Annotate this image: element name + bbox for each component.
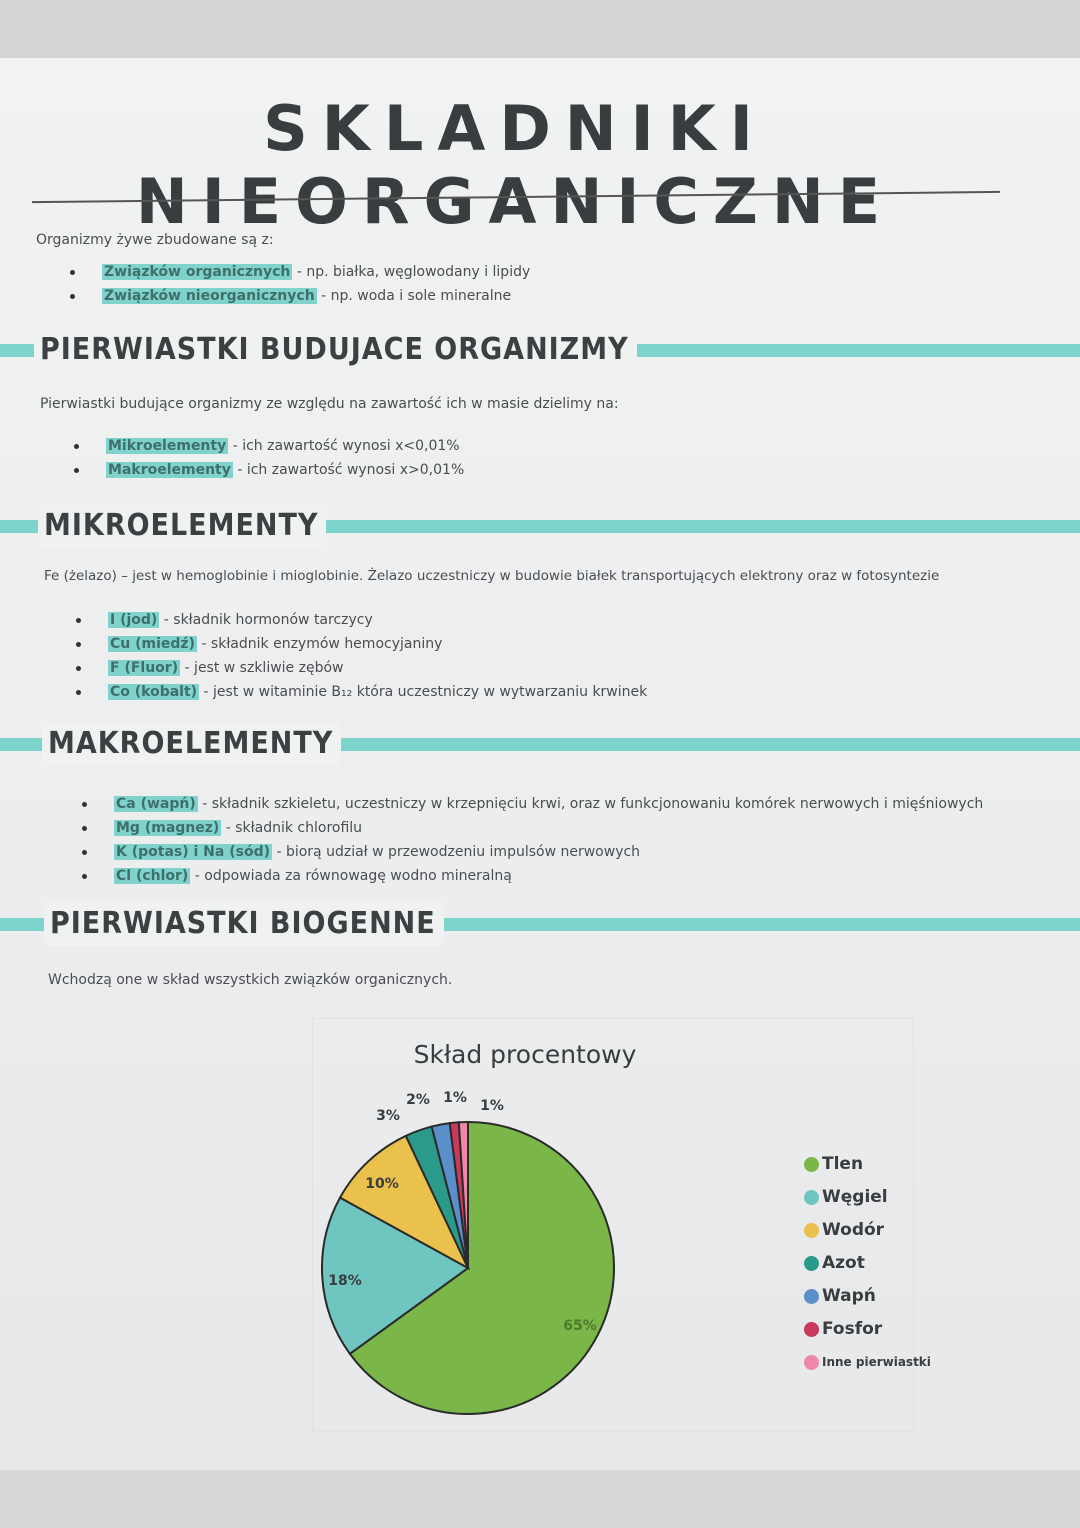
highlight-term: Cu (miedź) [108, 636, 197, 652]
page-shadow [0, 1470, 1080, 1528]
legend-item: Inne pierwiastki [804, 1346, 931, 1379]
highlight-term: Co (kobalt) [108, 684, 200, 700]
legend-item: Fosfor [804, 1313, 931, 1346]
legend-item: Tlen [804, 1148, 931, 1181]
mikro-text: Fe (żelazo) – jest w hemoglobinie i miog… [44, 568, 940, 584]
item-text: - składnik chlorofilu [225, 820, 363, 836]
highlight-term: F (Fluor) [108, 660, 181, 676]
chart-frame [312, 1018, 914, 1432]
legend-swatch [804, 1256, 819, 1271]
legend-swatch [804, 1190, 819, 1205]
section-heading: PIERWIASTKI BIOGENNE [44, 902, 444, 946]
item-text: - np. białka, węglowodany i lipidy [296, 264, 531, 280]
list-item: I (jod) - składnik hormonów tarczycy [76, 608, 647, 632]
item-text: - składnik hormonów tarczycy [163, 612, 373, 628]
list-item: Związków nieorganicznych - np. woda i so… [70, 284, 530, 308]
list-item: Związków organicznych - np. białka, węgl… [70, 260, 530, 284]
highlight-term: K (potas) i Na (sód) [114, 844, 272, 860]
legend-label: Wodór [822, 1220, 885, 1240]
item-text: - składnik szkieletu, uczestniczy w krze… [202, 796, 984, 812]
list-item: Ca (wapń) - składnik szkieletu, uczestni… [82, 792, 983, 816]
item-text: - biorą udział w przewodzeniu impulsów n… [276, 844, 641, 860]
legend-item: Węgiel [804, 1181, 931, 1214]
highlight-term: Związków organicznych [102, 264, 293, 280]
section-biogenne: PIERWIASTKI BIOGENNE [0, 902, 1080, 946]
list-item: Cl (chlor) - odpowiada za równowagę wodn… [82, 864, 983, 888]
pierwiastki-list: Mikroelementy - ich zawartość wynosi x<0… [74, 434, 464, 482]
item-text: - jest w witaminie B₁₂ która uczestniczy… [203, 684, 648, 700]
legend-item: Wapń [804, 1280, 931, 1313]
legend-label: Inne pierwiastki [822, 1355, 931, 1369]
section-heading: MIKROELEMENTY [38, 504, 327, 548]
highlight-term: Mikroelementy [106, 438, 229, 454]
highlight-term: Makroelementy [106, 462, 233, 478]
section-heading: MAKROELEMENTY [42, 722, 342, 766]
item-text: - ich zawartość wynosi x>0,01% [237, 462, 465, 478]
section-mikroelementy: MIKROELEMENTY [0, 504, 1080, 548]
legend-item: Azot [804, 1247, 931, 1280]
legend-label: Fosfor [822, 1319, 883, 1339]
item-text: - ich zawartość wynosi x<0,01% [232, 438, 460, 454]
section-heading: PIERWIASTKI BUDUJACE ORGANIZMY [34, 328, 637, 372]
legend-swatch [804, 1223, 819, 1238]
legend-swatch [804, 1157, 819, 1172]
pierwiastki-text: Pierwiastki budujące organizmy ze względ… [40, 396, 619, 412]
list-item: Mg (magnez) - składnik chlorofilu [82, 816, 983, 840]
item-text: - jest w szkliwie zębów [184, 660, 344, 676]
item-text: - np. woda i sole mineralne [321, 288, 512, 304]
chart-title: Skład procentowy [413, 1040, 637, 1069]
makro-list: Ca (wapń) - składnik szkieletu, uczestni… [82, 792, 983, 888]
list-item: Mikroelementy - ich zawartość wynosi x<0… [74, 434, 464, 458]
mikro-list: I (jod) - składnik hormonów tarczycy Cu … [76, 608, 647, 704]
highlight-term: Ca (wapń) [114, 796, 198, 812]
list-item: Makroelementy - ich zawartość wynosi x>0… [74, 458, 464, 482]
list-item: F (Fluor) - jest w szkliwie zębów [76, 656, 647, 680]
page-title: SKLADNIKI NIEORGANICZNE [135, 92, 895, 238]
list-item: K (potas) i Na (sód) - biorą udział w pr… [82, 840, 983, 864]
chart-legend: Tlen Węgiel Wodór Azot Wapń Fosfor Inne pierwi… [804, 1148, 931, 1379]
highlight-term: Mg (magnez) [114, 820, 222, 836]
item-text: - odpowiada za równowagę wodno mineralną [194, 868, 512, 884]
list-item: Co (kobalt) - jest w witaminie B₁₂ która… [76, 680, 647, 704]
highlight-term: Związków nieorganicznych [102, 288, 317, 304]
list-item: Cu (miedź) - składnik enzymów hemocyjani… [76, 632, 647, 656]
legend-item: Wodór [804, 1214, 931, 1247]
biogenne-text: Wchodzą one w skład wszystkich związków … [48, 972, 453, 988]
intro-list: Związków organicznych - np. białka, węgl… [70, 260, 530, 308]
section-makroelementy: MAKROELEMENTY [0, 722, 1080, 766]
legend-label: Tlen [822, 1154, 864, 1174]
legend-swatch [804, 1289, 819, 1304]
intro-text: Organizmy żywe zbudowane są z: [36, 232, 274, 248]
section-pierwiastki: PIERWIASTKI BUDUJACE ORGANIZMY [0, 328, 1080, 372]
legend-label: Węgiel [822, 1187, 888, 1207]
legend-swatch [804, 1355, 819, 1370]
legend-swatch [804, 1322, 819, 1337]
legend-label: Azot [822, 1253, 865, 1273]
item-text: - składnik enzymów hemocyjaniny [201, 636, 443, 652]
highlight-term: I (jod) [108, 612, 160, 628]
highlight-term: Cl (chlor) [114, 868, 191, 884]
legend-label: Wapń [822, 1286, 876, 1306]
